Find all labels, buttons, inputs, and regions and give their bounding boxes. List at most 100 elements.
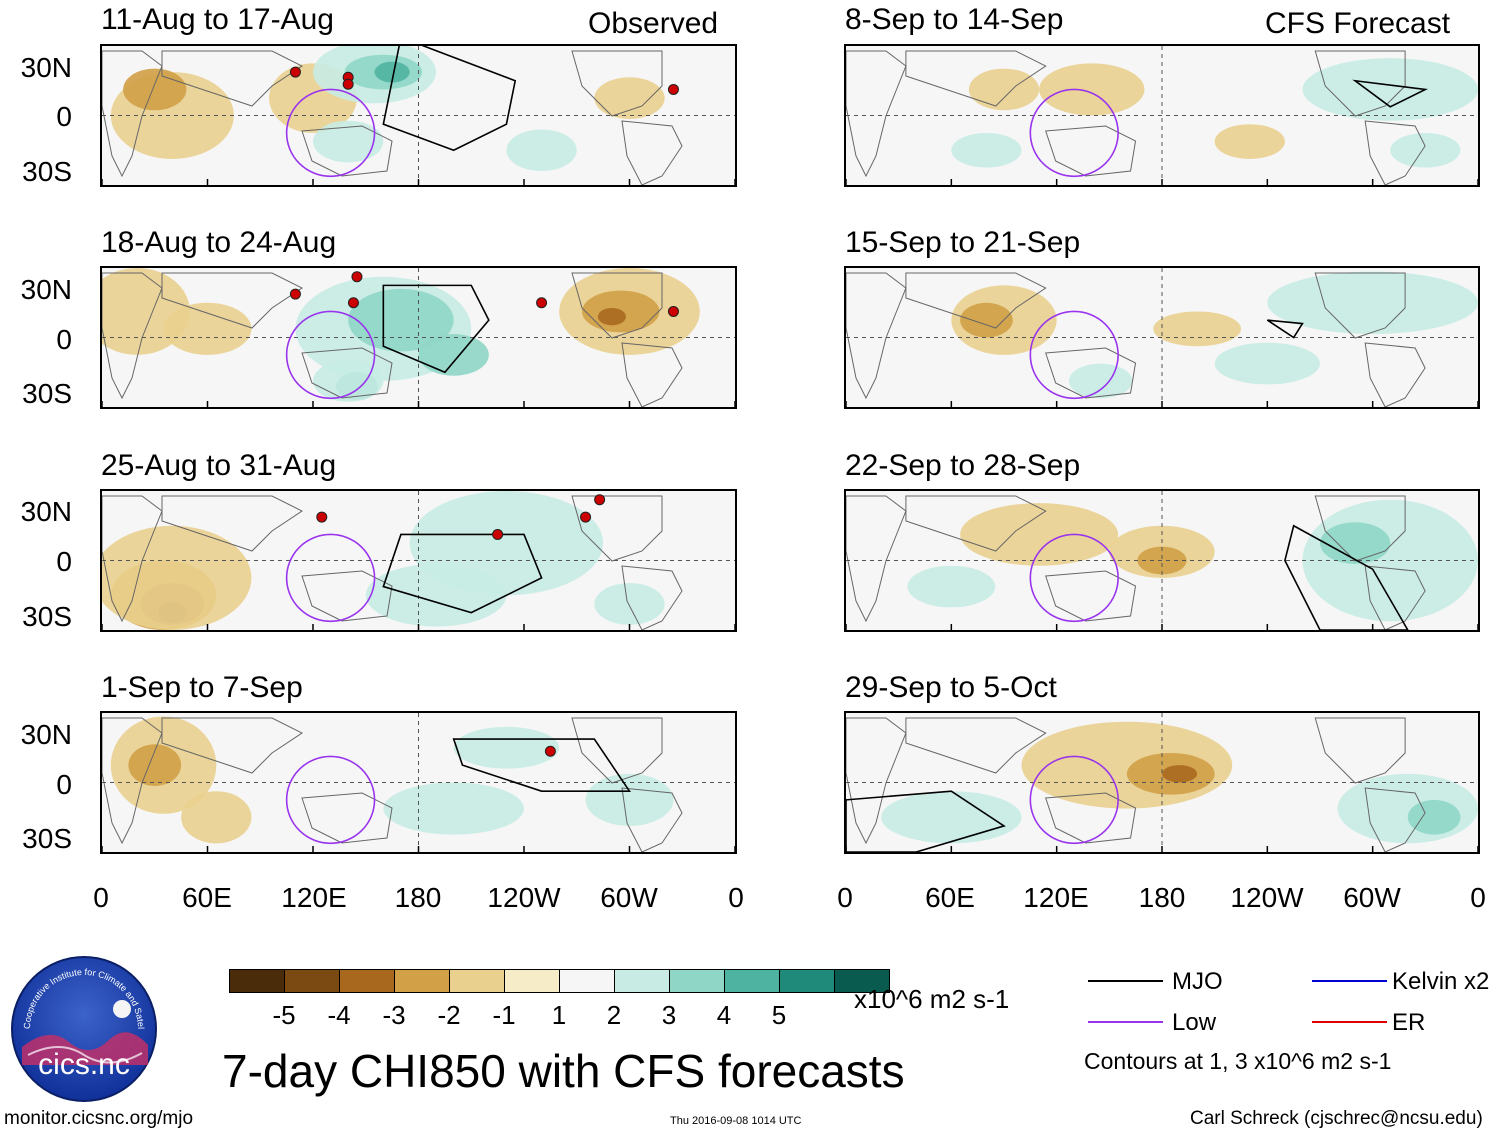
y-label-eq: 0 — [56, 324, 72, 355]
storm-marker — [667, 305, 679, 317]
legend-mjo-label: MJO — [1172, 968, 1223, 995]
legend-low-label: Low — [1172, 1009, 1217, 1036]
colorbar-tick-label: -3 — [382, 1000, 406, 1030]
dry-anomaly — [123, 68, 187, 111]
footer-url[interactable]: monitor.cicsnc.org/mjo — [4, 1108, 194, 1129]
storm-marker — [492, 528, 504, 540]
coastline — [102, 272, 163, 400]
low-contour — [285, 88, 376, 178]
x-label-60w: 60W — [600, 882, 658, 913]
y-label-30n: 30N — [20, 496, 72, 527]
colorbar-tick-label: -4 — [327, 1000, 351, 1030]
x-label-60w: 60W — [1343, 882, 1401, 913]
storm-marker — [342, 78, 354, 90]
y-label-30s: 30S — [22, 378, 72, 409]
map-panel-forecast-3 — [844, 489, 1480, 632]
panel-title-5: 8-Sep to 14-Sep — [845, 3, 1064, 36]
wet-anomaly — [1267, 271, 1478, 335]
dry-anomaly — [960, 503, 1119, 566]
colorbar-swatch — [559, 969, 615, 993]
storm-marker — [580, 511, 592, 523]
map-panel-observed-1 — [100, 44, 737, 187]
coastline — [1314, 717, 1406, 784]
forecast-column-header: CFS Forecast — [1265, 7, 1451, 40]
coastline — [102, 717, 163, 845]
y-label-30n: 30N — [20, 719, 72, 750]
coastline — [301, 347, 393, 399]
storm-marker — [351, 271, 363, 283]
mjo-contour — [382, 533, 543, 614]
x-label-120w: 120W — [487, 882, 561, 913]
storm-marker — [667, 83, 679, 95]
coastline — [1364, 565, 1426, 630]
map-panel-forecast-2 — [844, 266, 1480, 409]
x-label-120e: 120E — [281, 882, 347, 913]
coastline — [161, 272, 303, 329]
coastline — [905, 495, 1047, 552]
wet-anomaly — [1068, 363, 1133, 399]
y-label-30s: 30S — [22, 156, 72, 187]
colorbar-swatch — [284, 969, 340, 993]
low-contour — [1029, 533, 1119, 623]
logo-text: cics.nc — [38, 1048, 130, 1081]
y-label-eq: 0 — [56, 769, 72, 800]
storm-marker — [536, 297, 548, 309]
legend-low-line — [1088, 1021, 1163, 1023]
coastline — [571, 50, 663, 117]
low-contour — [285, 533, 376, 623]
coastline — [571, 495, 663, 562]
panel-title-6: 15-Sep to 21-Sep — [845, 226, 1081, 259]
coastline — [905, 717, 1047, 774]
wet-anomaly — [951, 132, 1022, 168]
dry-anomaly — [594, 77, 665, 119]
x-label-120w: 120W — [1230, 882, 1304, 913]
observed-column-header: Observed — [588, 7, 719, 40]
coastline — [161, 495, 303, 552]
y-label-eq: 0 — [56, 101, 72, 132]
cicsnc-logo-graphic: Cooperative Institute for Climate and Sa… — [7, 947, 157, 1102]
colorbar-units: x10^6 m2 s-1 — [854, 984, 1010, 1014]
dry-anomaly — [1039, 63, 1145, 116]
dry-anomaly — [1153, 311, 1241, 347]
dry-anomaly — [597, 307, 626, 326]
mjo-contour — [382, 284, 490, 374]
wet-anomaly — [1320, 522, 1391, 564]
colorbar-swatch — [614, 969, 670, 993]
wet-anomaly — [907, 565, 996, 608]
coastline — [846, 495, 907, 623]
coastline — [621, 342, 683, 407]
wet-anomaly — [506, 129, 577, 172]
x-label-60e: 60E — [925, 882, 975, 913]
wet-anomaly — [1390, 132, 1461, 168]
coastline — [102, 495, 163, 623]
coastline — [1364, 787, 1426, 852]
y-label-30n: 30N — [20, 52, 72, 83]
wet-anomaly — [1214, 342, 1320, 385]
low-contour — [285, 310, 376, 400]
coastline — [571, 717, 663, 784]
storm-marker — [347, 297, 359, 309]
wet-anomaly — [453, 726, 560, 769]
x-label-0: 0 — [93, 882, 109, 913]
colorbar-tick-label: -2 — [437, 1000, 461, 1030]
coastline — [1364, 342, 1426, 407]
x-label-180: 180 — [394, 882, 442, 913]
coastline — [571, 272, 663, 339]
wet-anomaly — [383, 782, 524, 835]
x-label-60e: 60E — [182, 882, 232, 913]
wet-anomaly — [313, 360, 384, 402]
mjo-contour — [846, 790, 1006, 852]
legend-er-line — [1312, 1021, 1387, 1023]
y-label-30s: 30S — [22, 823, 72, 854]
colorbar-tick-label: 2 — [606, 1000, 622, 1030]
mjo-contour — [1284, 524, 1409, 630]
wet-anomaly — [348, 288, 454, 352]
y-label-30n: 30N — [20, 274, 72, 305]
panel-title-1: 11-Aug to 17-Aug — [101, 3, 334, 36]
colorbar-tick-label: -5 — [272, 1000, 296, 1030]
x-label-0-end: 0 — [1470, 882, 1486, 913]
storm-marker — [316, 511, 328, 523]
x-label-180: 180 — [1138, 882, 1186, 913]
legend-kelvin-line — [1312, 980, 1387, 982]
wet-anomaly — [585, 773, 674, 826]
